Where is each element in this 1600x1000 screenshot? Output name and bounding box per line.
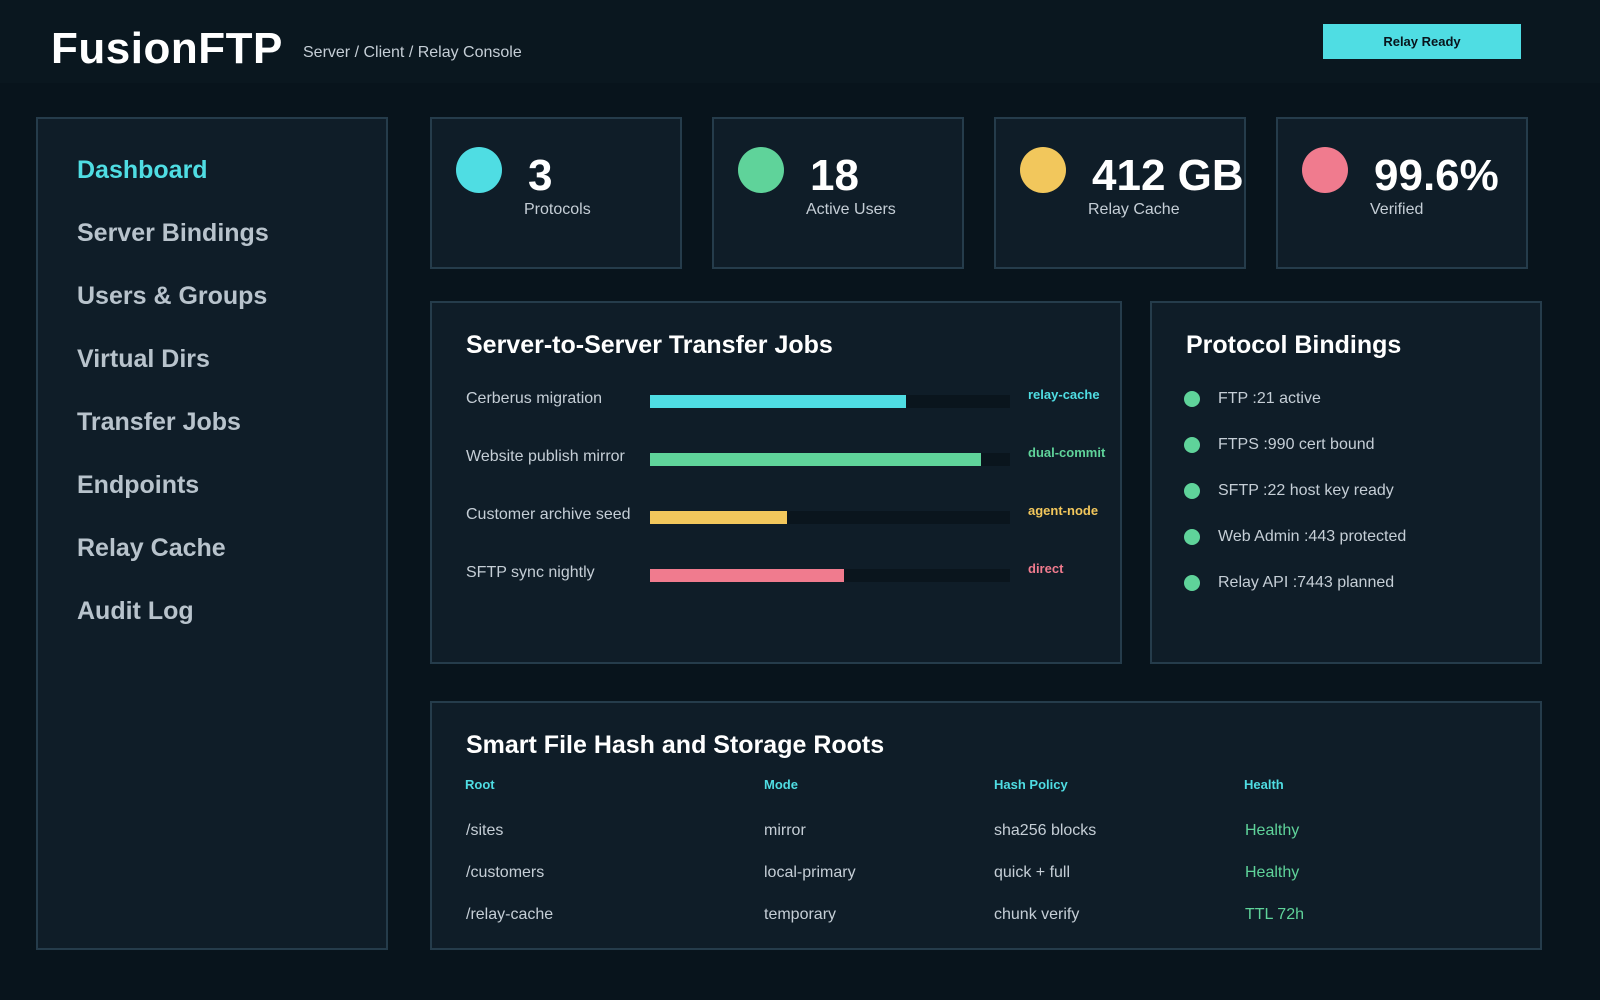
cell-root: /customers [466, 864, 545, 881]
app-logo: FusionFTP [51, 24, 283, 73]
job-name: Website publish mirror [466, 448, 625, 465]
cell-mode: local-primary [764, 864, 856, 881]
job-progress-fill [650, 569, 845, 582]
binding-label: Relay API :7443 planned [1218, 574, 1395, 591]
job-progress-fill [650, 453, 982, 466]
stat-label: Verified [1370, 201, 1424, 218]
sidebar-item-virtual-dirs[interactable]: Virtual Dirs [77, 345, 210, 373]
cell-hash-policy: quick + full [994, 864, 1071, 881]
job-tag: direct [1028, 561, 1064, 576]
sidebar-item-audit-log[interactable]: Audit Log [77, 597, 194, 625]
stat-label: Relay Cache [1088, 201, 1180, 218]
job-progress-track [650, 569, 1010, 582]
binding-label: Web Admin :443 protected [1218, 528, 1407, 545]
job-tag: relay-cache [1028, 387, 1100, 402]
stat-card-relay-cache: 412 GB Relay Cache [994, 117, 1246, 269]
status-dot-icon [1184, 483, 1200, 499]
panel-title: Protocol Bindings [1186, 331, 1402, 359]
stat-indicator-dot [1302, 147, 1348, 193]
status-dot-icon [1184, 391, 1200, 407]
binding-label: SFTP :22 host key ready [1218, 482, 1394, 499]
cell-root: /relay-cache [466, 906, 554, 923]
cell-mode: mirror [764, 822, 806, 839]
cell-hash-policy: sha256 blocks [994, 822, 1097, 839]
status-dot-icon [1184, 437, 1200, 453]
sidebar: Dashboard Server Bindings Users & Groups… [36, 117, 388, 950]
cell-health: Healthy [1245, 864, 1300, 881]
binding-label: FTPS :990 cert bound [1218, 436, 1375, 453]
cell-root: /sites [466, 822, 504, 839]
panel-title: Smart File Hash and Storage Roots [466, 731, 885, 759]
sidebar-item-server-bindings[interactable]: Server Bindings [77, 219, 269, 247]
stat-card-protocols: 3 Protocols [430, 117, 682, 269]
stat-indicator-dot [738, 147, 784, 193]
job-progress-track [650, 453, 1010, 466]
job-name: SFTP sync nightly [466, 564, 595, 581]
column-header-health: Health [1244, 777, 1284, 792]
stat-value: 412 GB [1092, 151, 1244, 200]
stat-card-active-users: 18 Active Users [712, 117, 964, 269]
cell-mode: temporary [764, 906, 837, 923]
cell-health: TTL 72h [1245, 906, 1304, 923]
sidebar-item-transfer-jobs[interactable]: Transfer Jobs [77, 408, 241, 436]
job-name: Customer archive seed [466, 506, 631, 523]
sidebar-item-endpoints[interactable]: Endpoints [77, 471, 200, 499]
job-name: Cerberus migration [466, 390, 603, 407]
panel-title: Server-to-Server Transfer Jobs [466, 331, 833, 359]
binding-item: Relay API :7443 planned [1184, 574, 1394, 592]
stat-indicator-dot [1020, 147, 1066, 193]
job-progress-track [650, 511, 1010, 524]
cell-hash-policy: chunk verify [994, 906, 1080, 923]
binding-item: SFTP :22 host key ready [1184, 482, 1394, 500]
job-tag: agent-node [1028, 503, 1099, 518]
job-progress-fill [650, 511, 787, 524]
column-header-root: Root [465, 777, 495, 792]
relay-ready-button[interactable]: Relay Ready [1323, 24, 1521, 59]
stat-label: Active Users [806, 201, 896, 218]
sidebar-item-relay-cache[interactable]: Relay Cache [77, 534, 226, 562]
transfer-jobs-panel: Server-to-Server Transfer Jobs Cerberus … [430, 301, 1122, 664]
status-dot-icon [1184, 529, 1200, 545]
stat-value: 18 [810, 151, 859, 200]
job-progress-track [650, 395, 1010, 408]
stat-card-verified: 99.6% Verified [1276, 117, 1528, 269]
binding-item: Web Admin :443 protected [1184, 528, 1406, 546]
sidebar-item-users-groups[interactable]: Users & Groups [77, 282, 268, 310]
cell-health: Healthy [1245, 822, 1300, 839]
top-bar: FusionFTP Server / Client / Relay Consol… [0, 0, 1600, 83]
stat-value: 99.6% [1374, 151, 1499, 200]
job-progress-fill [650, 395, 906, 408]
app-subtitle: Server / Client / Relay Console [303, 44, 522, 61]
stat-indicator-dot [456, 147, 502, 193]
job-tag: dual-commit [1028, 445, 1106, 460]
column-header-mode: Mode [764, 777, 798, 792]
binding-item: FTPS :990 cert bound [1184, 436, 1375, 454]
storage-roots-panel: Smart File Hash and Storage Roots Root M… [430, 701, 1542, 950]
column-header-hash-policy: Hash Policy [994, 777, 1068, 792]
stat-value: 3 [528, 151, 553, 200]
binding-item: FTP :21 active [1184, 390, 1321, 408]
status-dot-icon [1184, 575, 1200, 591]
sidebar-item-dashboard[interactable]: Dashboard [77, 156, 208, 184]
stat-label: Protocols [524, 201, 591, 218]
protocol-bindings-panel: Protocol Bindings FTP :21 active FTPS :9… [1150, 301, 1542, 664]
binding-label: FTP :21 active [1218, 390, 1321, 407]
